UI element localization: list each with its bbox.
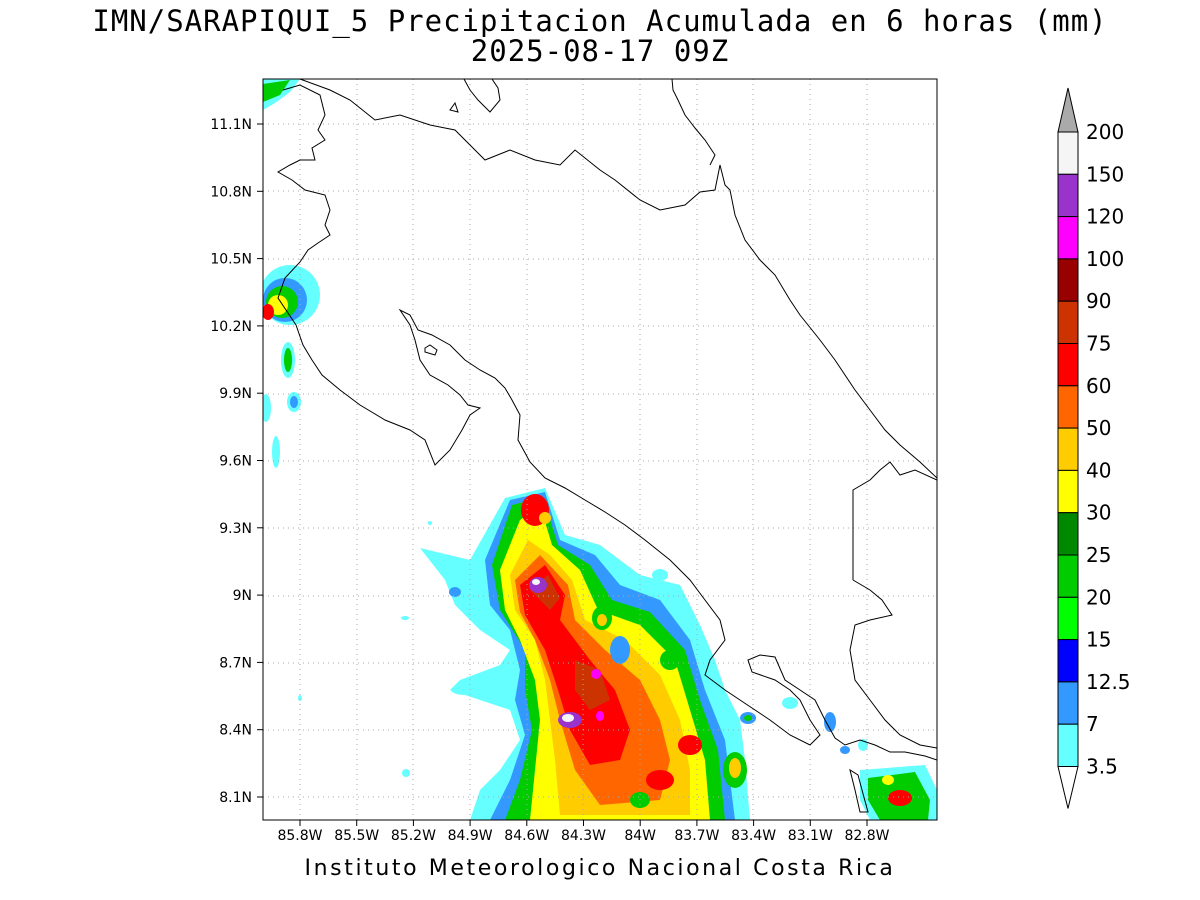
colorbar-segment <box>1057 258 1079 302</box>
map-title: IMN/SARAPIQUI_5 Precipitacion Acumulada … <box>92 4 1108 38</box>
map-grid <box>263 79 937 820</box>
colorbar-bottom-arrow <box>1057 766 1079 809</box>
map-date: 2025-08-17 09Z <box>470 34 730 68</box>
lat-tick-label: 10.5N <box>210 252 252 268</box>
lat-tick-label: 10.8N <box>210 184 252 200</box>
colorbar: 200 150 120 100 90 75 60 50 40 30 25 20 15 12.5 7 3.5 <box>1057 87 1131 809</box>
lon-tick-label: 82.8W <box>844 828 889 844</box>
colorbar-top-arrow <box>1057 87 1079 133</box>
colorbar-label: 3.5 <box>1086 755 1118 779</box>
lat-tick-label: 8.1N <box>219 790 252 806</box>
lat-tick-label: 8.7N <box>219 655 252 671</box>
colorbar-label: 200 <box>1086 120 1124 144</box>
footer-credit: Instituto Meteorologico Nacional Costa R… <box>304 856 896 881</box>
colorbar-label: 15 <box>1086 628 1111 652</box>
colorbar-segment <box>1057 216 1079 260</box>
lat-tick-label: 9.3N <box>219 521 252 537</box>
longitude-axis: 85.8W 85.5W 85.2W 84.9W 84.6W 84.3W 84W 83.7W 83… <box>277 820 890 844</box>
lon-tick-label: 84.6W <box>504 828 549 844</box>
colorbar-label: 90 <box>1086 289 1111 313</box>
map-frame <box>262 78 938 821</box>
colorbar-label: 120 <box>1086 205 1124 229</box>
latitude-axis: 11.1N 10.8N 10.5N 10.2N 9.9N 9.6N 9.3N 9N 8.7N 8.… <box>210 117 263 806</box>
lat-tick-label: 9N <box>233 588 252 604</box>
colorbar-segment <box>1057 681 1079 725</box>
lat-tick-label: 9.6N <box>219 454 252 470</box>
colorbar-label: 60 <box>1086 374 1111 398</box>
colorbar-label: 150 <box>1086 162 1124 186</box>
lon-tick-label: 83.1W <box>788 828 833 844</box>
colorbar-segment <box>1057 723 1079 768</box>
colorbar-segment <box>1057 596 1079 641</box>
colorbar-label: 40 <box>1086 458 1111 482</box>
colorbar-segment <box>1057 385 1079 429</box>
lon-tick-label: 85.5W <box>334 828 379 844</box>
colorbar-segment <box>1057 300 1079 345</box>
lon-tick-label: 83.7W <box>674 828 719 844</box>
lat-tick-label: 11.1N <box>210 117 252 133</box>
lon-tick-label: 85.2W <box>391 828 436 844</box>
lon-tick-label: 84W <box>624 828 656 844</box>
lat-tick-label: 8.4N <box>219 723 252 739</box>
coastline <box>277 79 937 813</box>
colorbar-label: 100 <box>1086 247 1124 271</box>
colorbar-segment <box>1057 554 1079 598</box>
colorbar-segment <box>1057 343 1079 387</box>
colorbar-label: 20 <box>1086 585 1111 609</box>
lon-tick-label: 83.4W <box>731 828 776 844</box>
colorbar-label: 30 <box>1086 501 1111 525</box>
colorbar-segment <box>1057 131 1079 175</box>
colorbar-label: 7 <box>1086 712 1099 736</box>
colorbar-segment <box>1057 173 1079 218</box>
lon-tick-label: 84.3W <box>561 828 606 844</box>
colorbar-segment <box>1057 427 1079 471</box>
lon-tick-label: 85.8W <box>277 828 322 844</box>
lat-tick-label: 10.2N <box>210 319 252 335</box>
colorbar-segment <box>1057 512 1079 556</box>
lon-tick-label: 84.9W <box>448 828 493 844</box>
colorbar-segment <box>1057 639 1079 683</box>
precipitation-field <box>263 79 937 820</box>
colorbar-label: 12.5 <box>1086 670 1131 694</box>
colorbar-label: 25 <box>1086 543 1111 567</box>
colorbar-label: 75 <box>1086 332 1111 356</box>
colorbar-segment <box>1057 469 1079 514</box>
colorbar-label: 50 <box>1086 416 1111 440</box>
lat-tick-label: 9.9N <box>219 386 252 402</box>
